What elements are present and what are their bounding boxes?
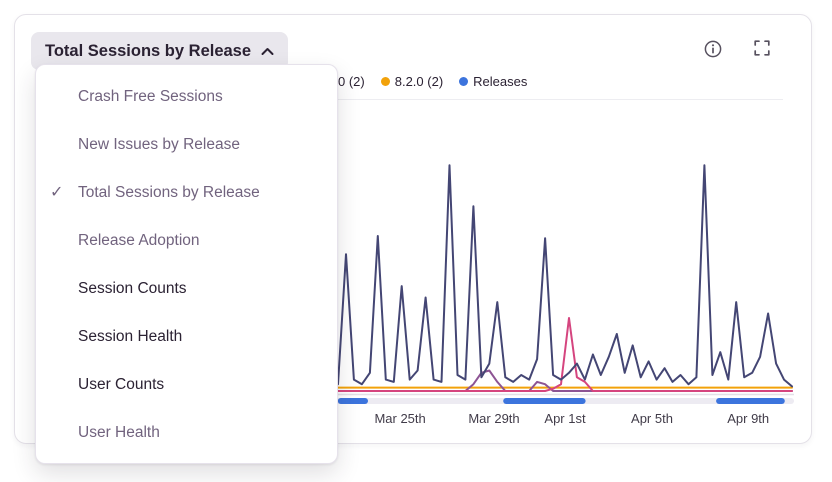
dropdown-option-label: Session Health (78, 328, 183, 345)
dropdown-option-label: Session Counts (78, 280, 187, 297)
fullscreen-icon[interactable] (753, 39, 773, 59)
dropdown-option-label: User Counts (78, 376, 165, 393)
panel-header-icons (703, 39, 773, 59)
legend-label: 0 (2) (338, 73, 365, 89)
sessions-chart: Mar 25th Mar 29th Apr 1st Apr 5th Apr 9th (336, 101, 794, 431)
dropdown-option-session-health[interactable]: Session Health (36, 313, 337, 361)
chevron-up-icon (261, 47, 274, 55)
x-axis-label: Apr 9th (727, 411, 769, 426)
legend-item[interactable]: Releases (459, 74, 527, 89)
dropdown-option-user-counts[interactable]: User Counts (36, 361, 337, 409)
legend-label: 8.2.0 (2) (394, 73, 444, 89)
legend-dot (459, 76, 469, 86)
series-line-release-navy (337, 164, 793, 388)
legend-item[interactable]: 8.2.0 (2) (380, 73, 444, 89)
series-line-release-pink (337, 317, 793, 392)
x-axis-label: Mar 25th (374, 411, 425, 426)
release-bar[interactable] (716, 398, 785, 404)
dropdown-option-list: Crash Free Sessions New Issues by Release… (36, 73, 337, 457)
dropdown-option-session-counts[interactable]: Session Counts (36, 265, 337, 313)
dropdown-option-label: User Health (78, 424, 160, 441)
dropdown-option-new-issues-by-release[interactable]: New Issues by Release (36, 121, 337, 169)
x-axis-label: Apr 5th (631, 411, 673, 426)
x-axis-label: Apr 1st (544, 411, 586, 426)
info-icon[interactable] (703, 39, 723, 59)
dropdown-option-label: Release Adoption (78, 232, 200, 249)
legend-dot (380, 76, 390, 86)
release-bar[interactable] (337, 398, 368, 404)
dropdown-option-label: New Issues by Release (78, 136, 240, 153)
chart-type-dropdown-button[interactable]: Total Sessions by Release (31, 32, 289, 70)
sessions-chart-svg: Mar 25th Mar 29th Apr 1st Apr 5th Apr 9th (336, 164, 794, 426)
x-axis-label: Mar 29th (468, 411, 519, 426)
dropdown-option-total-sessions-by-release[interactable]: ✓ Total Sessions by Release (36, 169, 337, 217)
dropdown-option-user-health[interactable]: User Health (36, 409, 337, 457)
legend-item[interactable]: 0 (2) (338, 74, 365, 89)
panel-title: Total Sessions by Release (45, 41, 252, 60)
dropdown-option-release-adoption[interactable]: Release Adoption (36, 217, 337, 265)
dropdown-option-label: Crash Free Sessions (78, 88, 223, 105)
checkmark-icon: ✓ (50, 184, 64, 202)
dropdown-option-label: Total Sessions by Release (78, 184, 260, 201)
release-bar[interactable] (503, 398, 586, 404)
dropdown-option-crash-free-sessions[interactable]: Crash Free Sessions (36, 73, 337, 121)
header-divider (35, 99, 783, 100)
legend-label: Releases (473, 73, 528, 89)
chart-type-dropdown-menu: Crash Free Sessions New Issues by Release… (35, 64, 338, 464)
chart-legend: 0 (2) 8.2.0 (2) Releases (338, 71, 527, 91)
